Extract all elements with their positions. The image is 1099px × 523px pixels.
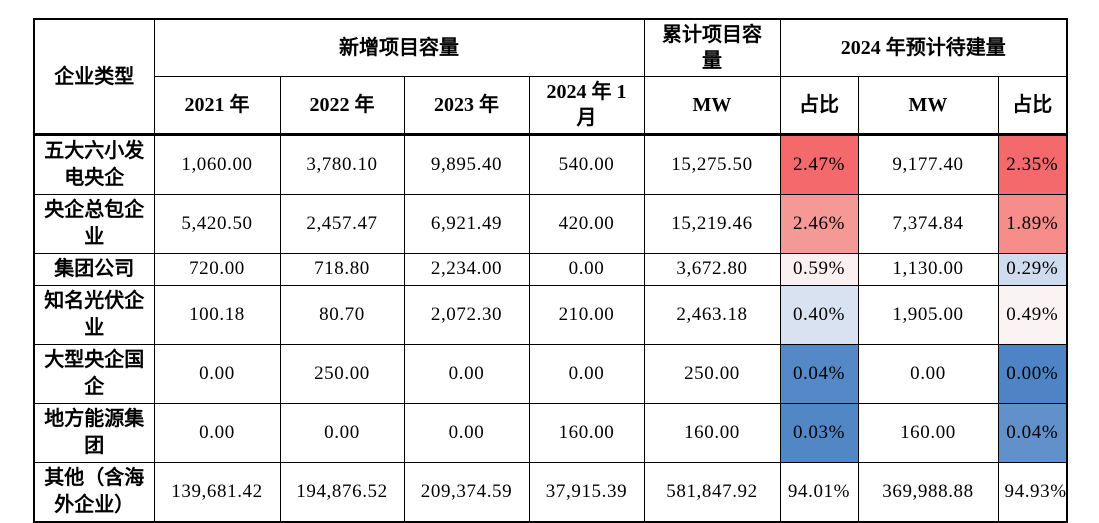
- share-cell: 1.89%: [997, 194, 1068, 254]
- table-cell: 3,672.80: [643, 253, 781, 286]
- share-cell: 2.47%: [779, 134, 859, 195]
- share-cell: 0.04%: [779, 344, 859, 404]
- table-cell: 420.00: [528, 194, 645, 254]
- header-year-2022: 2022 年: [279, 76, 405, 136]
- table-cell: 160.00: [643, 403, 781, 463]
- table-cell: 0.00: [153, 344, 281, 404]
- table-cell: 5,420.50: [153, 194, 281, 254]
- table-cell: 250.00: [279, 344, 405, 404]
- table-cell: 0.00: [279, 403, 405, 463]
- table-cell: 37,915.39: [528, 462, 645, 523]
- header-year-2023: 2023 年: [403, 76, 530, 136]
- header-year-2021: 2021 年: [153, 76, 281, 136]
- table-cell: 1,905.00: [857, 285, 999, 345]
- table-cell: 3,780.10: [279, 134, 405, 195]
- table-cell: 160.00: [528, 403, 645, 463]
- table-cell: 1,060.00: [153, 134, 281, 195]
- table-cell: 540.00: [528, 134, 645, 195]
- table-cell: 0.00: [153, 403, 281, 463]
- table-cell: 369,988.88: [857, 462, 999, 523]
- header-group-2024-planned: 2024 年预计待建量: [779, 18, 1068, 77]
- header-group-cumulative-capacity: 累计项目容量: [643, 18, 781, 77]
- table-cell: 250.00: [643, 344, 781, 404]
- header-mw-cumulative: MW: [643, 76, 781, 136]
- share-cell: 0.04%: [997, 403, 1068, 463]
- table-cell: 7,374.84: [857, 194, 999, 254]
- capacity-table: 企业类型 新增项目容量 累计项目容量 2024 年预计待建量 2021 年 20…: [33, 18, 1069, 523]
- table-cell: 209,374.59: [403, 462, 530, 523]
- header-enterprise-type: 企业类型: [33, 18, 155, 136]
- table-row: 其他（含海外企业） 139,681.42 194,876.52 209,374.…: [33, 462, 1068, 523]
- share-cell: 94.01%: [779, 462, 859, 523]
- table-cell: 2,072.30: [403, 285, 530, 345]
- table-cell: 1,130.00: [857, 253, 999, 286]
- table-row: 五大六小发电央企 1,060.00 3,780.10 9,895.40 540.…: [33, 134, 1068, 195]
- header-share-2: 占比: [997, 76, 1068, 136]
- header-share-1: 占比: [779, 76, 859, 136]
- table-cell: 0.00: [528, 344, 645, 404]
- share-cell: 0.59%: [779, 253, 859, 286]
- share-cell: 94.93%: [997, 462, 1068, 523]
- share-cell: 0.49%: [997, 285, 1068, 345]
- table-cell: 0.00: [403, 344, 530, 404]
- share-cell: 0.40%: [779, 285, 859, 345]
- share-cell: 2.35%: [997, 134, 1068, 195]
- row-label: 五大六小发电央企: [33, 134, 155, 195]
- table-cell: 100.18: [153, 285, 281, 345]
- table-row: 地方能源集团 0.00 0.00 0.00 160.00 160.00 0.03…: [33, 403, 1068, 463]
- row-label: 央企总包企业: [33, 194, 155, 254]
- table-cell: 139,681.42: [153, 462, 281, 523]
- share-cell: 0.29%: [997, 253, 1068, 286]
- table-cell: 15,275.50: [643, 134, 781, 195]
- table-cell: 210.00: [528, 285, 645, 345]
- table-cell: 720.00: [153, 253, 281, 286]
- table-cell: 160.00: [857, 403, 999, 463]
- table-cell: 0.00: [403, 403, 530, 463]
- row-label: 知名光伏企业: [33, 285, 155, 345]
- table-cell: 6,921.49: [403, 194, 530, 254]
- header-group-new-capacity: 新增项目容量: [153, 18, 645, 77]
- table-row: 大型央企国企 0.00 250.00 0.00 0.00 250.00 0.04…: [33, 344, 1068, 404]
- share-cell: 0.00%: [997, 344, 1068, 404]
- table-cell: 15,219.46: [643, 194, 781, 254]
- table-cell: 9,177.40: [857, 134, 999, 195]
- table-cell: 2,463.18: [643, 285, 781, 345]
- table-row: 集团公司 720.00 718.80 2,234.00 0.00 3,672.8…: [33, 253, 1068, 286]
- table-cell: 0.00: [528, 253, 645, 286]
- share-cell: 2.46%: [779, 194, 859, 254]
- table-cell: 718.80: [279, 253, 405, 286]
- table-cell: 9,895.40: [403, 134, 530, 195]
- share-cell: 0.03%: [779, 403, 859, 463]
- row-label: 地方能源集团: [33, 403, 155, 463]
- row-label: 集团公司: [33, 253, 155, 286]
- row-label: 大型央企国企: [33, 344, 155, 404]
- table-cell: 2,457.47: [279, 194, 405, 254]
- header-jan-2024: 2024 年 1 月: [528, 76, 645, 136]
- table-cell: 194,876.52: [279, 462, 405, 523]
- table-cell: 0.00: [857, 344, 999, 404]
- header-mw-2024: MW: [857, 76, 999, 136]
- table-cell: 2,234.00: [403, 253, 530, 286]
- table-row: 央企总包企业 5,420.50 2,457.47 6,921.49 420.00…: [33, 194, 1068, 254]
- table-row: 知名光伏企业 100.18 80.70 2,072.30 210.00 2,46…: [33, 285, 1068, 345]
- row-label: 其他（含海外企业）: [33, 462, 155, 523]
- table-cell: 80.70: [279, 285, 405, 345]
- table-cell: 581,847.92: [643, 462, 781, 523]
